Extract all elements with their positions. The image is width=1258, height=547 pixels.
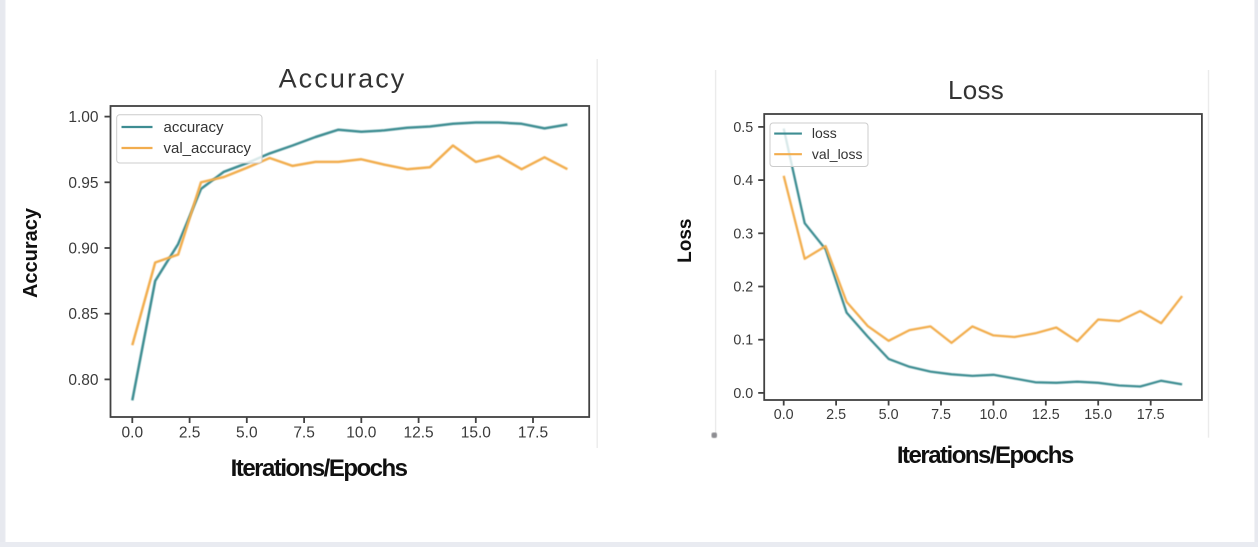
- svg-text:0.4: 0.4: [733, 173, 753, 189]
- svg-text:0.5: 0.5: [733, 120, 753, 136]
- svg-text:12.5: 12.5: [1032, 407, 1060, 423]
- svg-text:12.5: 12.5: [404, 425, 434, 442]
- svg-text:Accuracy: Accuracy: [20, 207, 42, 298]
- svg-text:0.3: 0.3: [733, 226, 753, 242]
- svg-text:val_loss: val_loss: [812, 146, 863, 162]
- svg-text:Accuracy: Accuracy: [279, 64, 407, 94]
- svg-text:15.0: 15.0: [1084, 407, 1112, 423]
- svg-text:0.1: 0.1: [733, 333, 753, 349]
- svg-text:0.0: 0.0: [774, 407, 794, 423]
- svg-text:17.5: 17.5: [518, 425, 548, 442]
- svg-text:7.5: 7.5: [293, 425, 315, 442]
- svg-text:10.0: 10.0: [979, 407, 1007, 423]
- svg-text:0.85: 0.85: [68, 306, 98, 323]
- svg-text:7.5: 7.5: [931, 407, 951, 423]
- svg-text:Loss: Loss: [948, 75, 1004, 105]
- svg-text:Iterations/Epochs: Iterations/Epochs: [231, 455, 408, 482]
- svg-text:17.5: 17.5: [1137, 407, 1165, 423]
- svg-text:2.5: 2.5: [826, 407, 846, 423]
- svg-text:Iterations/Epochs: Iterations/Epochs: [897, 442, 1074, 469]
- svg-text:2.5: 2.5: [179, 425, 201, 442]
- svg-text:1.00: 1.00: [68, 109, 99, 126]
- svg-text:Loss: Loss: [675, 219, 696, 263]
- svg-text:0.95: 0.95: [68, 175, 98, 192]
- svg-text:0.2: 0.2: [733, 280, 753, 296]
- svg-text:15.0: 15.0: [461, 425, 492, 442]
- svg-text:10.0: 10.0: [346, 425, 377, 442]
- svg-text:accuracy: accuracy: [164, 119, 225, 136]
- svg-text:0.0: 0.0: [733, 386, 753, 402]
- svg-text:0.90: 0.90: [68, 241, 99, 258]
- svg-text:0.80: 0.80: [68, 372, 99, 389]
- svg-text:5.0: 5.0: [879, 407, 899, 423]
- svg-text:loss: loss: [812, 125, 837, 141]
- svg-text:val_accuracy: val_accuracy: [164, 140, 252, 157]
- svg-text:5.0: 5.0: [236, 425, 258, 442]
- svg-text:0.0: 0.0: [122, 425, 144, 442]
